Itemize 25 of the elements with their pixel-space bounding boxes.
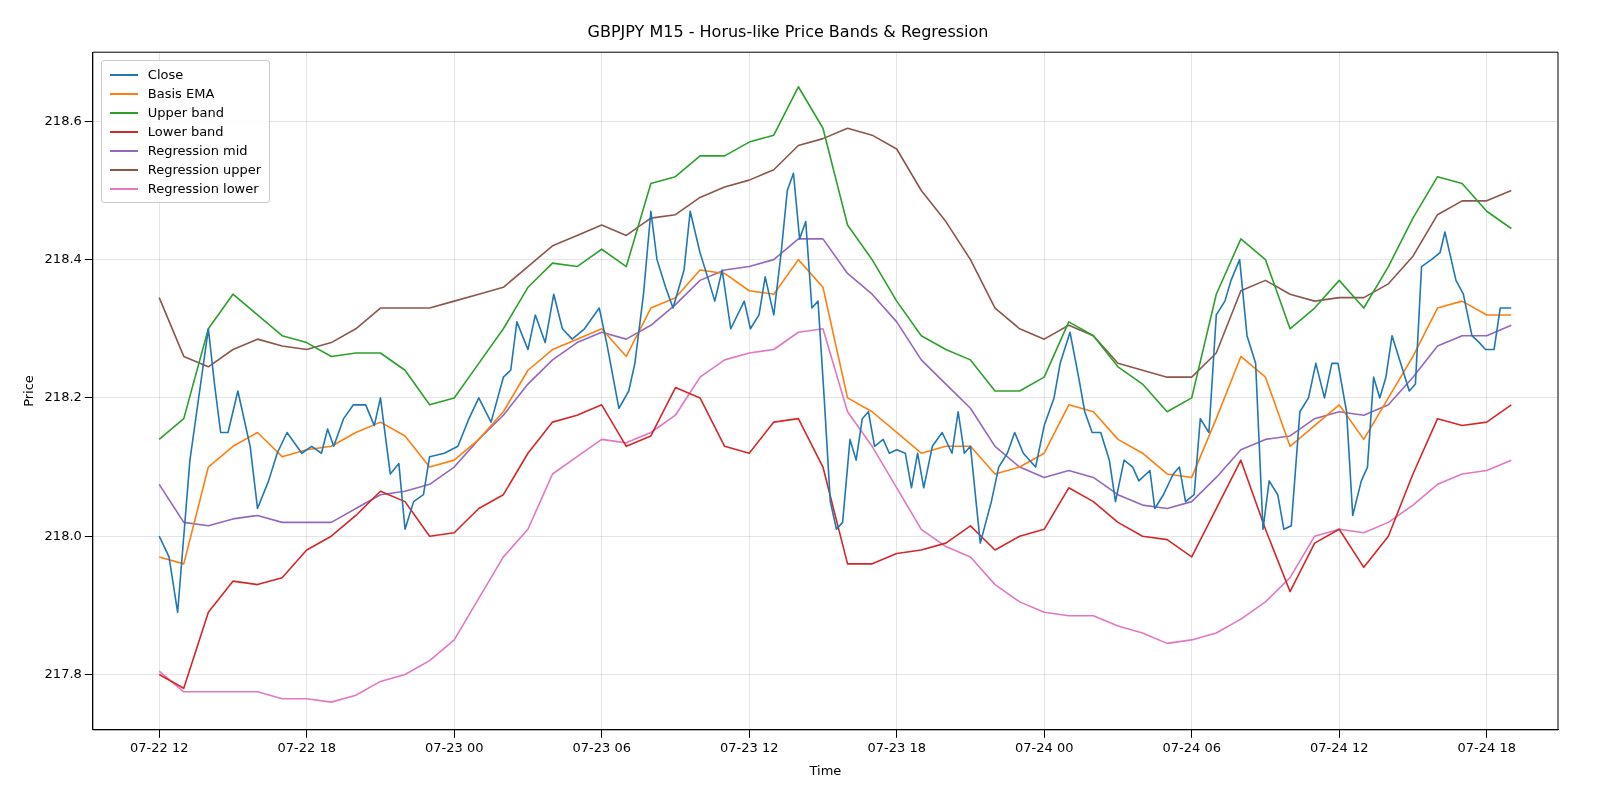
y-tick-label: 218.2 bbox=[44, 389, 82, 405]
legend-label: Upper band bbox=[147, 104, 225, 123]
x-tick-label: 07-23 06 bbox=[572, 739, 631, 755]
x-tick-label: 07-24 12 bbox=[1309, 739, 1369, 755]
y-tick-label: 217.8 bbox=[44, 665, 82, 681]
x-tick-label: 07-22 12 bbox=[129, 739, 189, 755]
y-tick-label: 218.0 bbox=[44, 527, 82, 543]
x-tick-label: 07-23 00 bbox=[424, 739, 484, 755]
x-tick-label: 07-24 00 bbox=[1014, 739, 1074, 755]
x-tick-label: 07-24 18 bbox=[1457, 739, 1516, 755]
legend-label: Regression mid bbox=[147, 142, 248, 161]
x-tick-label: 07-22 18 bbox=[277, 739, 336, 755]
x-tick-label: 07-23 18 bbox=[867, 739, 926, 755]
y-tick-label: 218.6 bbox=[44, 112, 82, 128]
legend-label: Regression lower bbox=[147, 180, 259, 199]
x-tick-label: 07-23 12 bbox=[719, 739, 779, 755]
legend-label: Regression upper bbox=[147, 161, 262, 180]
legend-label: Close bbox=[147, 66, 184, 85]
chart-title: GBPJPY M15 - Horus-like Price Bands & Regression bbox=[587, 21, 989, 41]
x-tick-label: 07-24 06 bbox=[1162, 739, 1221, 755]
y-tick-label: 218.4 bbox=[44, 251, 82, 266]
legend-label: Lower band bbox=[147, 123, 224, 142]
legend-label: Basis EMA bbox=[147, 85, 215, 104]
x-axis-title: Time bbox=[808, 762, 842, 778]
y-axis-title: Price bbox=[21, 375, 37, 407]
